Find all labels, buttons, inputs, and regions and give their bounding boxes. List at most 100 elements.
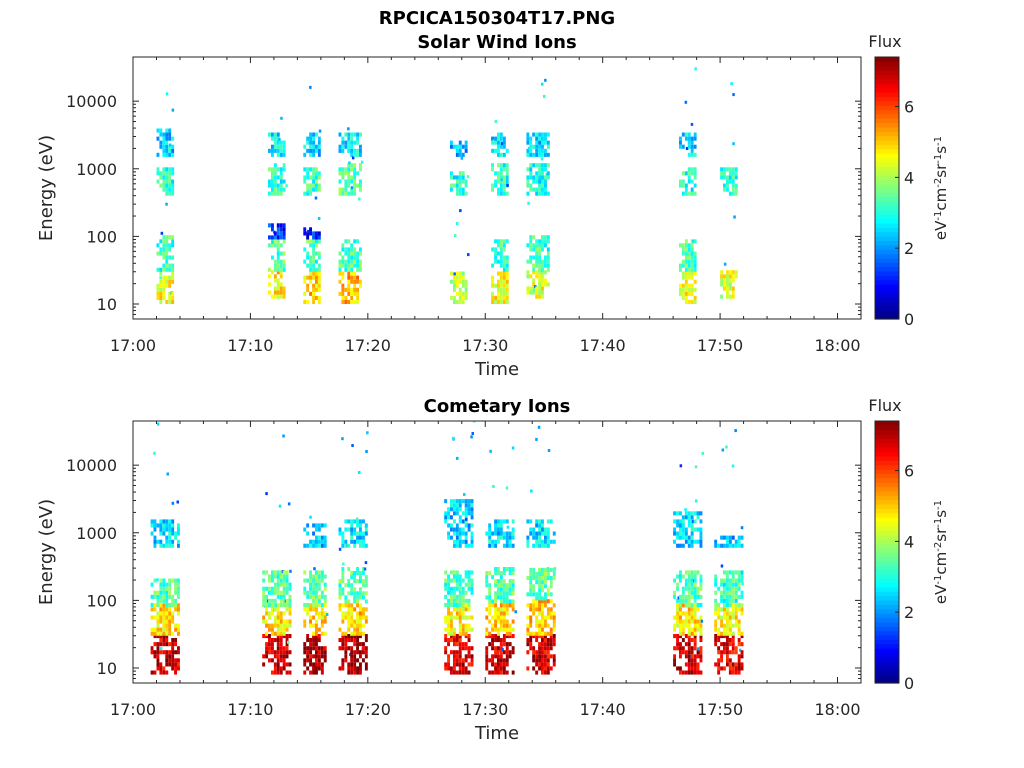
flux-cell — [320, 666, 324, 671]
flux-cell — [470, 586, 474, 591]
flux-cell — [538, 286, 541, 291]
flux-cell — [699, 586, 703, 591]
flux-cell — [731, 650, 735, 655]
flux-cell — [447, 598, 450, 603]
flux-cell — [734, 578, 738, 583]
flux-cell — [455, 148, 459, 153]
flux-cell — [529, 183, 533, 188]
flux-cell — [529, 603, 533, 608]
colorbar-segment — [875, 227, 899, 233]
flux-cell — [681, 535, 685, 540]
flux-cell — [734, 615, 738, 620]
flux-cell — [315, 183, 318, 188]
flux-cell — [461, 179, 465, 184]
colorbar-segment — [875, 473, 899, 479]
flux-cell — [303, 543, 307, 548]
flux-cell — [508, 567, 512, 572]
flux-cell — [511, 567, 515, 572]
flux-cell — [341, 167, 345, 172]
flux-cell — [159, 279, 163, 284]
flux-cell — [502, 263, 506, 268]
flux-cell — [696, 602, 700, 607]
flux-cell — [315, 602, 318, 607]
flux-cell — [453, 658, 456, 663]
flux-cell — [541, 615, 544, 620]
flux-cell — [347, 140, 351, 145]
flux-cell — [470, 646, 474, 651]
flux-cell — [276, 631, 280, 636]
flux-cell — [728, 286, 732, 291]
flux-cell — [455, 670, 459, 675]
flux-cell — [726, 634, 729, 639]
flux-cell — [338, 191, 342, 196]
flux-cell — [171, 267, 175, 272]
flux-cell — [511, 599, 515, 604]
flux-cell — [450, 631, 453, 636]
colorbar-tick-label: 0 — [904, 674, 914, 693]
flux-cell — [737, 658, 741, 663]
flux-cell — [156, 594, 160, 599]
flux-cell — [714, 627, 718, 632]
flux-cell — [159, 590, 163, 595]
flux-cell — [535, 650, 539, 655]
flux-cell — [529, 519, 533, 524]
flux-cell — [673, 615, 676, 620]
flux-cell — [165, 144, 169, 149]
flux-cell — [549, 611, 553, 616]
flux-cell — [315, 627, 318, 632]
flux-cell — [350, 247, 354, 252]
flux-cell — [262, 590, 266, 595]
flux-cell — [526, 627, 530, 632]
flux-cell — [350, 167, 354, 172]
flux-cell — [271, 570, 274, 575]
flux-cell — [265, 492, 268, 496]
flux-cell — [541, 527, 544, 532]
flux-cell — [171, 148, 175, 153]
flux-cell — [541, 282, 544, 287]
flux-cell — [171, 615, 175, 620]
flux-cell — [535, 290, 539, 295]
flux-cell — [499, 295, 503, 300]
flux-cell — [687, 535, 691, 540]
flux-cell — [444, 638, 448, 643]
flux-cell — [488, 583, 492, 588]
flux-cell — [690, 152, 694, 157]
flux-cell — [306, 239, 310, 244]
flux-cell — [687, 511, 691, 516]
flux-cell — [693, 611, 697, 616]
flux-cell — [679, 642, 682, 647]
flux-cell — [156, 295, 160, 300]
flux-cell — [320, 670, 324, 675]
flux-cell — [273, 132, 277, 137]
flux-cell — [455, 275, 459, 280]
flux-cell — [673, 594, 676, 599]
flux-cell — [362, 658, 365, 663]
flux-cell — [693, 619, 697, 624]
flux-cell — [279, 251, 283, 256]
flux-cell — [341, 567, 345, 572]
flux-cell — [684, 187, 688, 192]
flux-cell — [455, 503, 459, 508]
flux-cell — [279, 570, 283, 575]
flux-cell — [687, 670, 691, 675]
flux-cell — [162, 183, 166, 188]
flux-cell — [737, 619, 741, 624]
flux-cell — [544, 167, 547, 172]
flux-cell — [723, 570, 726, 575]
flux-cell — [541, 631, 544, 636]
flux-cell — [344, 183, 348, 188]
flux-cell — [317, 295, 321, 300]
flux-cell — [455, 594, 459, 599]
flux-cell — [312, 267, 315, 272]
flux-cell — [285, 654, 289, 659]
flux-cell — [315, 611, 318, 616]
flux-cell — [544, 152, 547, 157]
flux-cell — [494, 623, 497, 628]
flux-cell — [494, 662, 497, 667]
flux-cell — [159, 295, 163, 300]
flux-cell — [356, 535, 359, 540]
flux-cell — [320, 590, 324, 595]
flux-cell — [723, 282, 726, 287]
flux-cell — [347, 175, 351, 180]
